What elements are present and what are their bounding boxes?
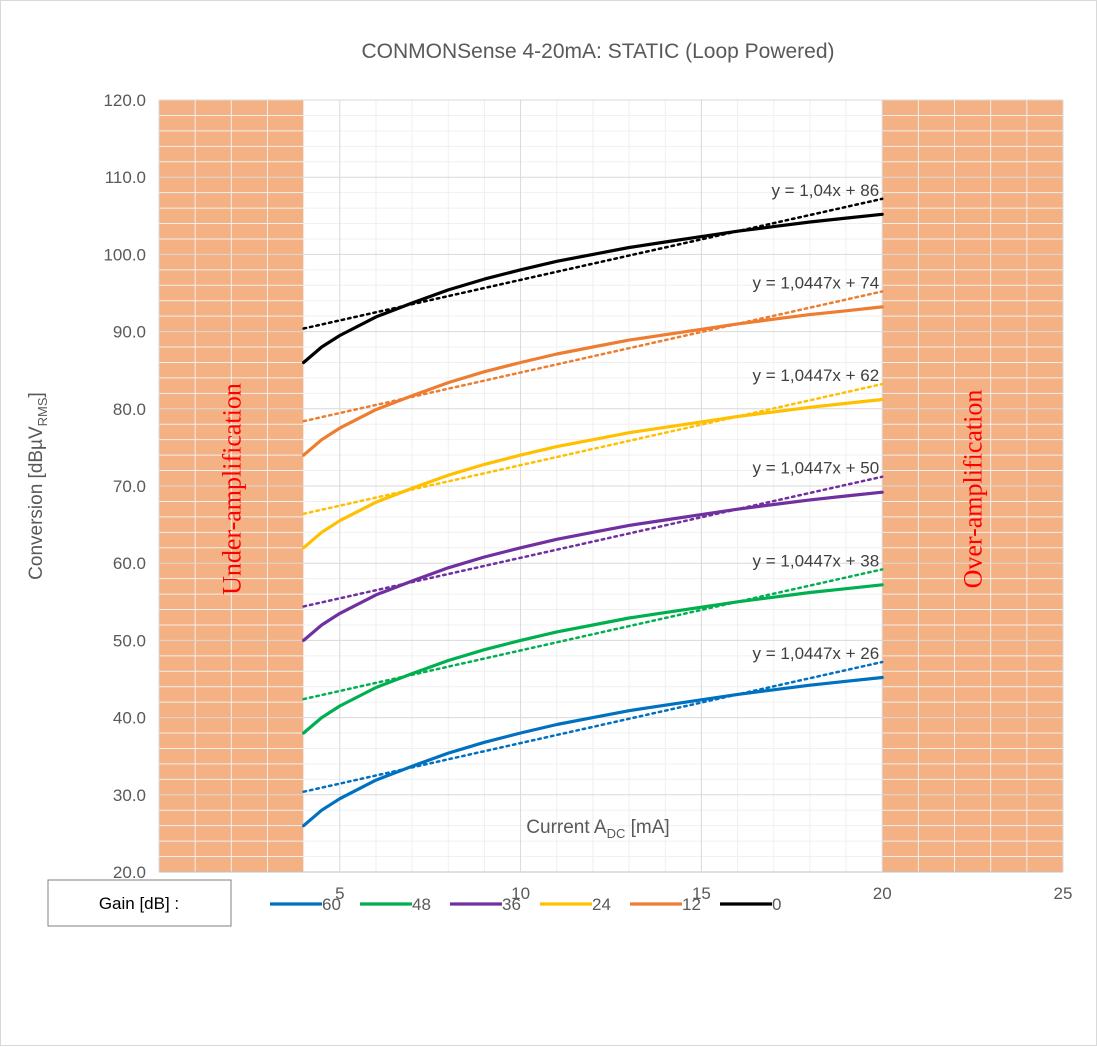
region-label-under: Under-amplification [217, 383, 246, 595]
legend-label-36: 36 [502, 895, 521, 914]
x-axis-label-main: Current A [526, 817, 607, 838]
y-tick-label: 60.0 [113, 554, 146, 573]
trend-labels: y = 1,0447x + 26 y = 1,0447x + 38 y = 1,04… [753, 181, 880, 663]
major-gridlines [158, 99, 1064, 873]
y-axis-label-main: Conversion [dBµV [26, 426, 47, 580]
y-axis-label-subscript: RMS [35, 397, 50, 426]
legend-label-60: 60 [322, 895, 341, 914]
legend-label-24: 24 [592, 895, 611, 914]
trend-label-0: y = 1,04x + 86 [771, 181, 879, 200]
series-line-48 [302, 583, 884, 735]
y-tick-label: 50.0 [113, 631, 146, 650]
legend-title: Gain [dB] : [99, 894, 179, 913]
legend-items: 60 48 36 24 12 0 [270, 895, 781, 914]
x-axis-label: Current ADC [mA] [526, 817, 669, 841]
y-tick-label: 100.0 [103, 245, 146, 264]
trend-label-60: y = 1,0447x + 26 [753, 644, 880, 663]
series-lines [302, 212, 884, 828]
series-line-36 [302, 490, 884, 643]
y-tick-label: 70.0 [113, 477, 146, 496]
y-tick-label: 40.0 [113, 709, 146, 728]
y-axis-label: Conversion [dBµVRMS] [26, 392, 50, 580]
legend-label-48: 48 [412, 895, 431, 914]
region-labels: Under-amplification Over-amplification [217, 383, 987, 595]
x-axis-label-subscript: DC [607, 826, 626, 841]
legend-label-12: 12 [682, 895, 701, 914]
y-tick-label: 90.0 [113, 323, 146, 342]
y-tick-label: 80.0 [113, 400, 146, 419]
x-tick-label: 25 [1054, 884, 1073, 903]
x-tick-label: 20 [873, 884, 892, 903]
y-tick-label: 110.0 [105, 168, 146, 187]
legend-label-0: 0 [772, 895, 781, 914]
series-line-60 [302, 675, 884, 828]
legend: Gain [dB] : 60 48 36 24 12 0 [47, 879, 781, 927]
x-tick-label: 5 [335, 884, 344, 903]
y-tick-label: 30.0 [113, 786, 146, 805]
trend-label-36: y = 1,0447x + 50 [753, 459, 880, 478]
series-line-12 [302, 305, 884, 457]
x-tick-label: 10 [511, 884, 530, 903]
y-axis-ticks: 20.0 30.0 40.0 50.0 60.0 70.0 80.0 90.0 100.0 110… [103, 91, 146, 882]
x-axis-label-unit: [mA] [625, 817, 669, 838]
y-tick-label: 120.0 [103, 91, 146, 110]
series-line-0 [302, 212, 884, 365]
trend-label-12: y = 1,0447x + 74 [753, 273, 880, 292]
trend-label-48: y = 1,0447x + 38 [753, 551, 880, 570]
x-tick-label: 15 [692, 884, 711, 903]
series-line-24 [302, 397, 884, 550]
chart-title: CONMONSense 4-20mA: STATIC (Loop Powered… [361, 40, 834, 63]
y-tick-label: 20.0 [113, 863, 146, 882]
y-axis-label-close: ] [26, 392, 47, 397]
legend-title-box [47, 879, 232, 927]
region-label-over: Over-amplification [959, 390, 988, 589]
trend-label-24: y = 1,0447x + 62 [753, 366, 880, 385]
